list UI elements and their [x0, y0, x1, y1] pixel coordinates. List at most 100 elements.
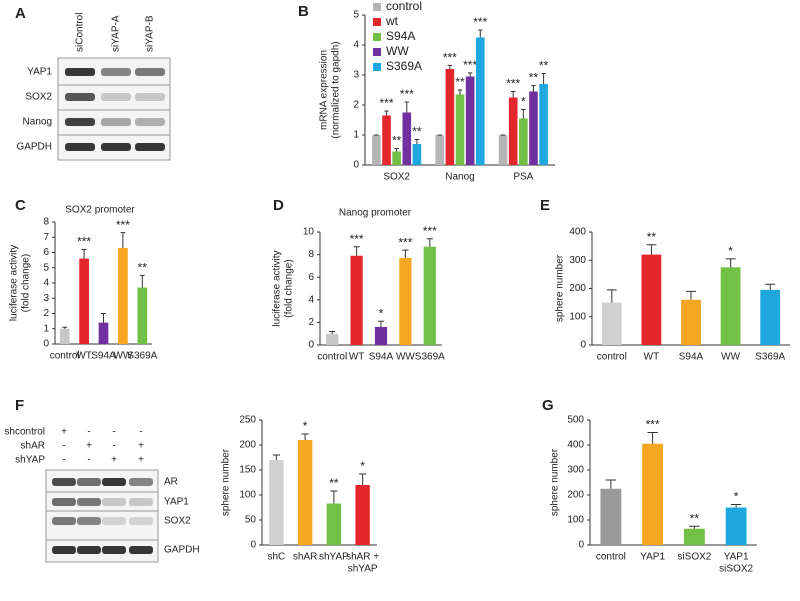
blot-band — [135, 143, 165, 151]
condition-sign: + — [138, 455, 144, 466]
legend-swatch — [373, 63, 381, 71]
blot-band — [135, 68, 165, 76]
row-label: SOX2 — [164, 516, 191, 527]
blot-band — [135, 118, 165, 126]
x-tick-label: WW — [113, 351, 132, 362]
blot-band — [52, 546, 76, 554]
y-tick-label: 50 — [245, 515, 257, 526]
blot-band — [135, 93, 165, 101]
bar — [445, 69, 455, 165]
error-bar — [730, 504, 742, 508]
error-bar — [457, 89, 463, 95]
y-tick-label: 3 — [43, 293, 49, 304]
x-tick-label: S369A — [127, 351, 157, 362]
x-tick-label: control — [597, 352, 627, 363]
error-bar — [605, 479, 617, 489]
blot-band — [77, 478, 101, 486]
error-bar — [377, 320, 385, 327]
error-bar — [647, 432, 658, 444]
y-tick-label: 1 — [43, 323, 49, 334]
x-tick-label: S94A — [679, 352, 704, 363]
y-tick-label: 250 — [239, 415, 256, 426]
y-tick-label: 0 — [43, 339, 49, 350]
y-tick-label: 200 — [239, 440, 256, 451]
blot-band — [52, 498, 76, 506]
bar — [423, 246, 436, 345]
error-bar — [139, 274, 145, 288]
error-bar — [101, 313, 106, 323]
condition-sign: + — [138, 441, 144, 452]
significance: *** — [646, 418, 660, 432]
x-tick-label: PSA — [513, 172, 533, 183]
x-tick-label: shYAP — [348, 564, 378, 575]
blot-band — [52, 517, 76, 525]
y-axis-label: sphere number — [221, 448, 232, 516]
x-tick-label: control — [596, 552, 626, 563]
row-label: YAP1 — [27, 67, 52, 78]
error-bar — [62, 326, 68, 329]
x-tick-label: shAR + — [346, 552, 379, 563]
significance: ** — [412, 125, 422, 139]
blot-band — [65, 68, 95, 76]
bar — [508, 97, 518, 165]
condition-label: shAR — [21, 441, 45, 452]
y-tick-label: 300 — [569, 255, 586, 266]
significance: ** — [138, 261, 148, 275]
bar — [681, 299, 701, 345]
bar — [382, 115, 391, 165]
bar — [402, 112, 412, 165]
panel-label: G — [542, 397, 554, 414]
bar — [297, 440, 313, 545]
bar — [412, 144, 422, 165]
y-tick-label: 300 — [567, 465, 584, 476]
y-tick-label: 4 — [308, 294, 314, 305]
bar — [720, 267, 741, 345]
error-bar — [531, 85, 536, 92]
y-tick-label: 2 — [43, 308, 49, 319]
bar — [355, 485, 370, 545]
blot-band — [102, 478, 126, 486]
bar — [475, 37, 485, 165]
legend-swatch — [373, 18, 381, 26]
y-tick-label: 150 — [239, 465, 256, 476]
blot-band — [77, 546, 101, 554]
x-tick-label: shAR — [293, 552, 317, 563]
error-bar — [301, 433, 309, 440]
bar — [455, 94, 465, 165]
significance: * — [303, 419, 308, 433]
bar — [760, 289, 781, 345]
y-tick-label: 0 — [250, 540, 256, 551]
x-tick-label: shC — [267, 552, 285, 563]
error-bar — [359, 473, 367, 485]
y-tick-label: 10 — [303, 227, 315, 238]
error-bar — [511, 91, 516, 98]
panel-label: A — [15, 5, 26, 22]
blot-band — [77, 517, 101, 525]
bar — [725, 507, 747, 545]
y-tick-label: 8 — [43, 217, 49, 228]
error-bar — [402, 249, 409, 258]
significance: * — [728, 244, 733, 258]
error-bar — [447, 64, 453, 69]
legend-swatch — [373, 3, 381, 11]
error-bar — [330, 490, 338, 504]
blot-band — [102, 498, 126, 506]
y-axis-label: (fold change) — [21, 254, 32, 312]
legend-label: S369A — [386, 59, 422, 73]
error-bar — [414, 139, 420, 144]
bar — [326, 333, 339, 345]
condition-label: shcontrol — [4, 427, 45, 438]
x-tick-label: WT — [644, 352, 660, 363]
x-tick-label: Nanog — [445, 172, 474, 183]
bar — [374, 326, 388, 345]
blot-band — [129, 517, 153, 525]
bar — [59, 328, 70, 344]
bar — [372, 135, 381, 165]
significance: ** — [529, 71, 539, 85]
y-tick-label: 1 — [353, 130, 359, 141]
y-tick-label: 2 — [353, 100, 359, 111]
error-bar — [120, 232, 126, 248]
blot-band — [102, 546, 126, 554]
significance: *** — [506, 77, 520, 91]
